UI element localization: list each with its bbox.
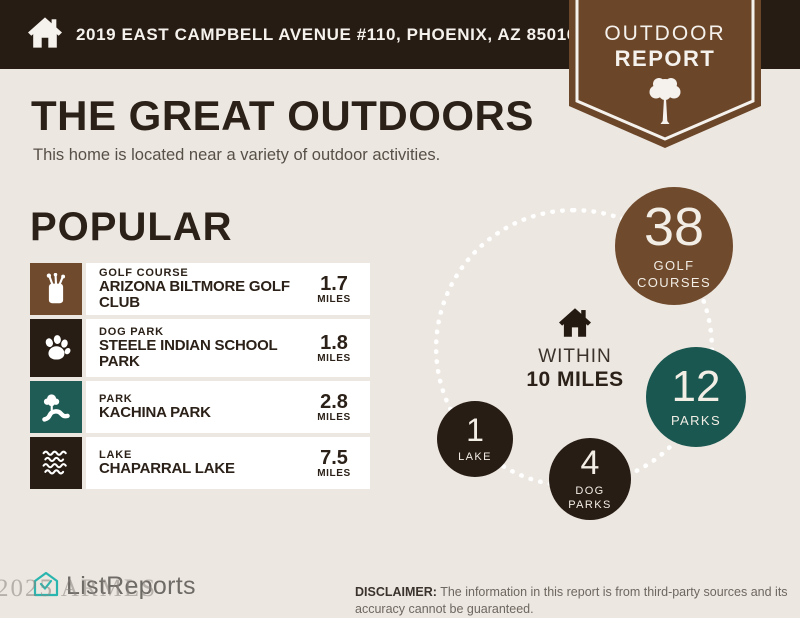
- stat-circle-parks: 12 PARKS: [646, 347, 746, 447]
- disclaimer-text: The information in this report is from t…: [355, 584, 788, 617]
- tree-icon: [645, 76, 685, 133]
- poi-name: ARIZONA BILTMORE GOLF CLUB: [99, 277, 290, 311]
- popular-heading: POPULAR: [30, 205, 233, 249]
- waves-icon: [30, 437, 82, 489]
- outdoor-report-badge: OUTDOOR REPORT: [569, 0, 761, 152]
- poi-distance: 2.8 MILES: [317, 390, 351, 423]
- stat-circle-golf-courses: 38 GOLF COURSES: [615, 187, 733, 305]
- house-icon: [28, 16, 62, 53]
- poi-category: LAKE: [99, 448, 133, 461]
- within-radius-label: WITHIN 10 MILES: [515, 308, 635, 392]
- poi-name: KACHINA PARK: [99, 403, 211, 421]
- poi-list: GOLF COURSE ARIZONA BILTMORE GOLF CLUB 1…: [30, 263, 370, 493]
- poi-category: PARK: [99, 392, 133, 405]
- address-text: 2019 EAST CAMPBELL AVENUE #110, PHOENIX,…: [76, 24, 577, 44]
- poi-row-dog-park: DOG PARK STEELE INDIAN SCHOOL PARK 1.8 M…: [30, 319, 370, 377]
- poi-name: CHAPARRAL LAKE: [99, 459, 235, 477]
- listreports-logo: ListReports: [33, 571, 196, 602]
- badge-line2: REPORT: [614, 46, 716, 71]
- poi-row-park: PARK KACHINA PARK 2.8 MILES: [30, 381, 370, 433]
- poi-distance: 1.7 MILES: [317, 272, 351, 305]
- page-title: THE GREAT OUTDOORS: [31, 92, 534, 139]
- armls-watermark: 2025 ARMLS: [0, 575, 158, 602]
- poi-distance: 7.5 MILES: [317, 446, 351, 479]
- disclaimer-label: DISCLAIMER:: [355, 584, 437, 599]
- poi-row-golf-course: GOLF COURSE ARIZONA BILTMORE GOLF CLUB 1…: [30, 263, 370, 315]
- stat-circle-lake: 1 LAKE: [437, 401, 513, 477]
- listreports-house-check-icon: [33, 571, 59, 602]
- poi-category: GOLF COURSE: [99, 266, 189, 279]
- page-subtitle: This home is located near a variety of o…: [33, 146, 441, 164]
- poi-row-lake: LAKE CHAPARRAL LAKE 7.5 MILES: [30, 437, 370, 489]
- paw-icon: [30, 319, 82, 377]
- stat-circle-dog-parks: 4 DOG PARKS: [549, 438, 631, 520]
- poi-name: STEELE INDIAN SCHOOL PARK: [99, 336, 278, 370]
- park-tree-path-icon: [30, 381, 82, 433]
- listreports-logo-text: ListReports: [66, 572, 196, 600]
- disclaimer: DISCLAIMER: The information in this repo…: [355, 584, 795, 618]
- home-icon: [559, 308, 591, 341]
- golf-bag-icon: [30, 263, 82, 315]
- poi-category: DOG PARK: [99, 325, 164, 338]
- badge-line1: OUTDOOR: [604, 22, 726, 45]
- poi-distance: 1.8 MILES: [317, 331, 351, 364]
